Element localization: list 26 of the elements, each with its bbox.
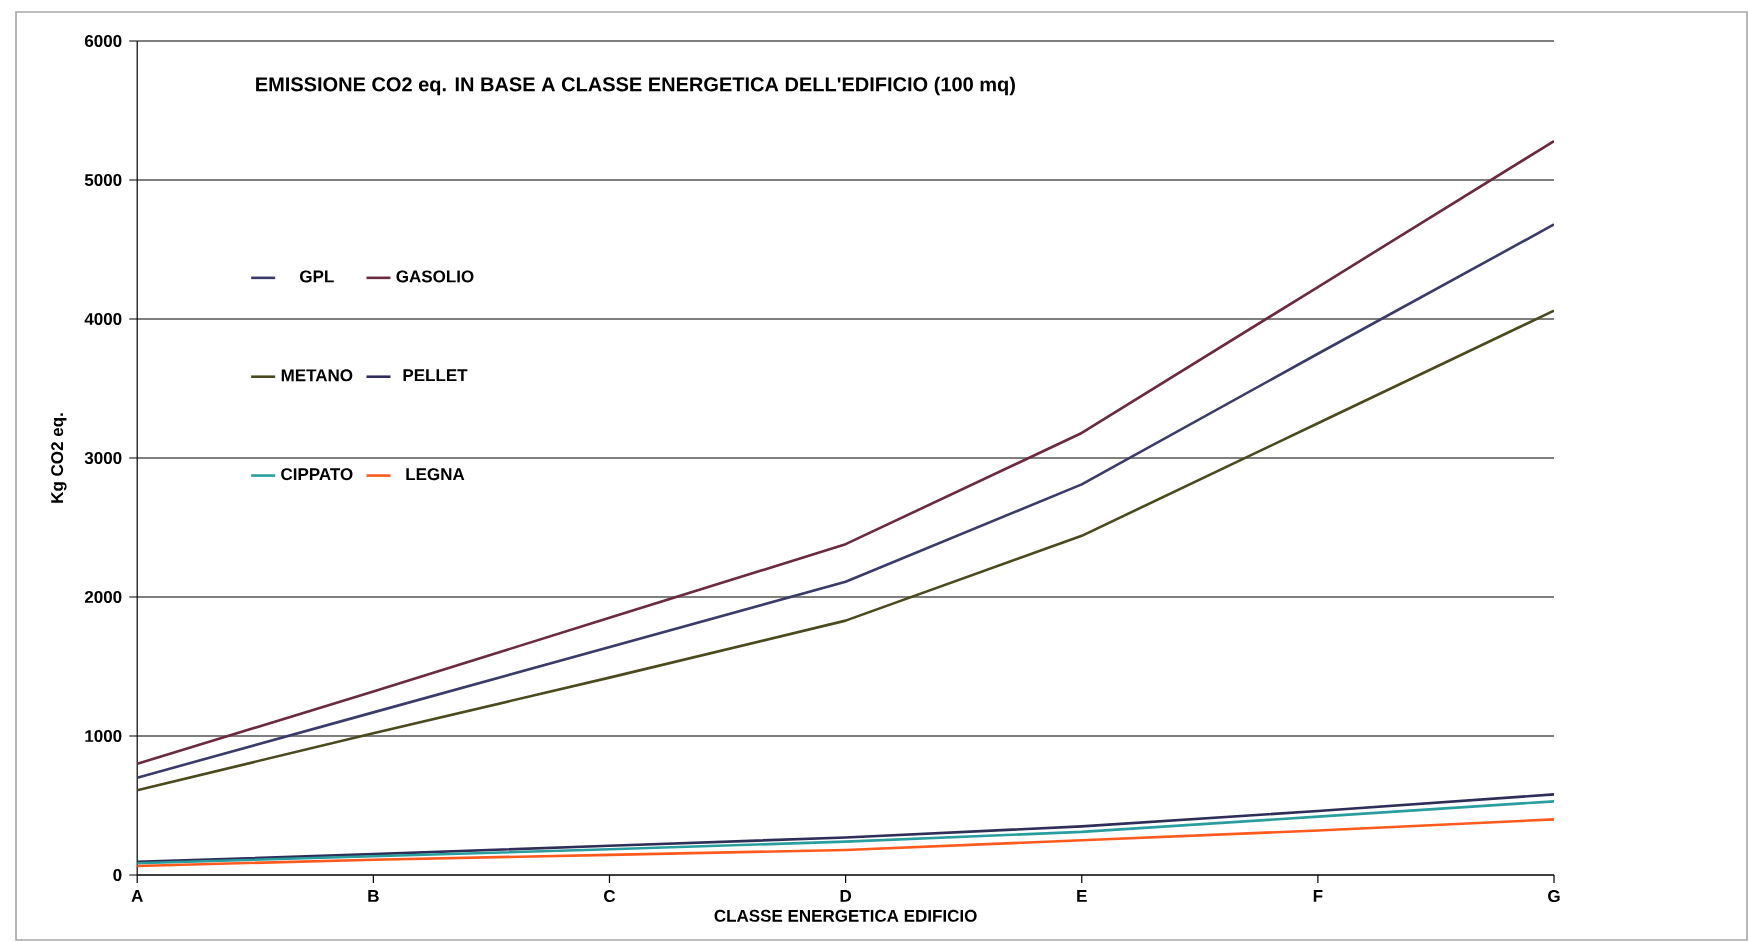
y-tick-label: 5000 [84, 173, 122, 187]
x-tick-label: C [604, 890, 616, 903]
line-series [137, 818, 1555, 868]
y-tick-label: 6000 [84, 34, 122, 48]
x-tick-label: E [1077, 890, 1087, 902]
line-series [137, 309, 1555, 792]
text: EMISSIONE CO2 eq. IN BASE A CLASSE ENERGETICA DELL'EDIFICIO (100 mq) [256, 76, 1015, 96]
y-tick-label: 3000 [84, 451, 122, 465]
y-tick-label: 4000 [84, 312, 122, 326]
x-tick-label: B [368, 890, 379, 902]
x-axis-title: CLASSE ENERGETICA EDIFICIO [714, 909, 977, 922]
y-tick-label: 2000 [84, 590, 122, 604]
x-tick-label: G [1548, 890, 1560, 903]
x-tick-label: A [131, 890, 143, 902]
x-tick-label: D [840, 890, 852, 902]
legend-label: GASOLIO [396, 270, 474, 283]
y-tick-label: 1000 [85, 730, 122, 743]
legend-label: CIPPATO [281, 468, 353, 481]
legend-label: LEGNA [406, 468, 465, 481]
legend-label: PELLET [403, 369, 468, 382]
legend-label: METANO [281, 369, 353, 382]
line-series [137, 139, 1555, 766]
y-tick-label: 0 [113, 868, 122, 882]
y-axis-title: Kg CO2 eq. [51, 413, 67, 503]
legend-label: GPL [300, 270, 334, 283]
x-tick-label: F [1313, 890, 1323, 902]
